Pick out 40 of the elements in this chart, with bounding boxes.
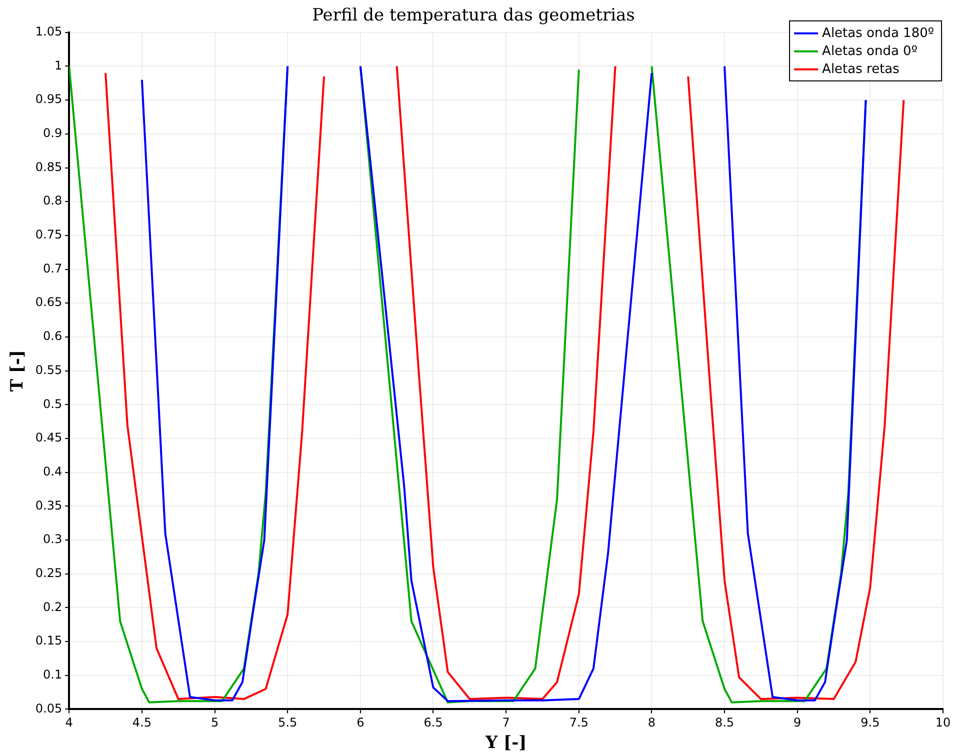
y-tick-label: 0.05	[35, 701, 62, 716]
y-tick-label: 0.8	[43, 194, 62, 208]
y-tick-label: 0.65	[35, 295, 62, 310]
y-tick-label: 0.6	[43, 329, 62, 344]
y-tick-label: 0.5	[43, 396, 62, 411]
y-tick-label: 0.85	[35, 160, 62, 174]
y-tick-label: 0.45	[35, 430, 62, 445]
x-tick-label: 4.5	[132, 716, 152, 730]
x-tick-label: 4	[65, 716, 73, 730]
x-tick-label: 6	[356, 716, 364, 730]
x-tick-label: 7	[502, 716, 510, 730]
y-tick-label: 0.4	[43, 464, 62, 478]
legend-label: Aletas onda 0º	[822, 44, 918, 59]
x-tick-label: 9	[794, 716, 802, 730]
y-tick-label: 1.05	[35, 24, 62, 39]
y-tick-label: 0.25	[35, 566, 62, 580]
y-tick-label: 1	[54, 58, 62, 72]
y-tick-label: 0.95	[35, 92, 62, 106]
x-tick-label: 6.5	[424, 716, 443, 730]
x-tick-label: 9.5	[860, 716, 880, 730]
y-tick-label: 0.55	[35, 362, 62, 377]
y-tick-label: 0.15	[35, 634, 62, 648]
y-tick-label: 0.3	[43, 532, 62, 546]
x-tick-label: 7.5	[569, 716, 588, 730]
y-tick-label: 0.35	[35, 498, 62, 512]
x-tick-label: 8	[648, 716, 656, 730]
x-tick-label: 5.5	[278, 716, 298, 730]
y-axis-title: T [-]	[8, 350, 28, 392]
y-tick-label: 0.75	[35, 228, 62, 242]
y-tick-label: 0.7	[43, 261, 62, 276]
legend-label: Aletas retas	[822, 62, 900, 77]
x-tick-label: 10	[935, 716, 951, 730]
y-tick-label: 0.1	[43, 667, 62, 682]
y-tick-label: 0.2	[43, 600, 62, 614]
legend-label: Aletas onda 180º	[822, 26, 934, 41]
x-tick-label: 5	[210, 716, 219, 730]
x-axis-title: Y [-]	[484, 733, 527, 754]
y-tick-label: 0.9	[43, 126, 62, 140]
chart-title: Perfil de temperatura das geometrias	[312, 6, 635, 26]
x-tick-label: 8.5	[714, 716, 734, 730]
